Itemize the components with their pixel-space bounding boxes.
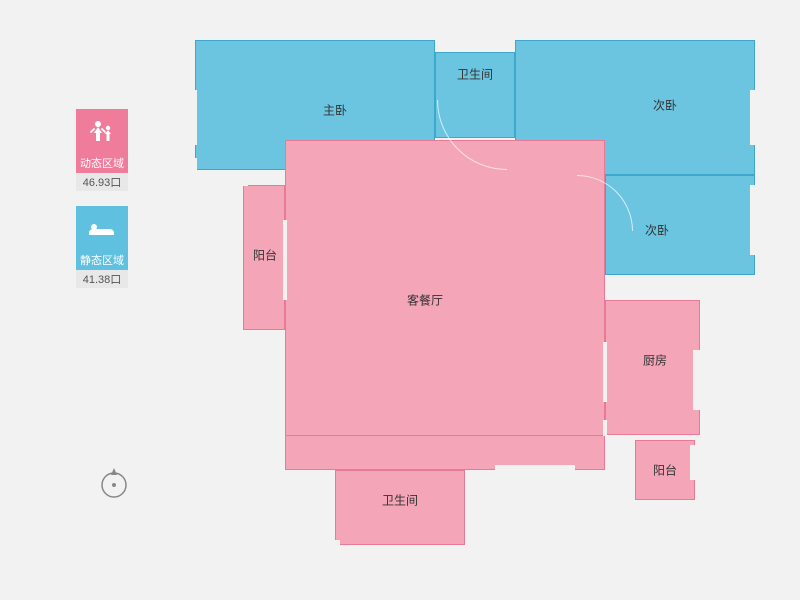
legend-static-title: 静态区域 bbox=[76, 250, 128, 270]
wall-gap-2 bbox=[240, 174, 248, 186]
sleep-icon bbox=[76, 206, 128, 250]
wall-gap-0 bbox=[185, 90, 197, 145]
floor-plan: 主卧次卧卫生间次卧客餐厅阳台厨房卫生间阳台 bbox=[185, 40, 755, 570]
legend-dynamic-title: 动态区域 bbox=[76, 153, 128, 173]
room-living-dining bbox=[285, 140, 605, 460]
compass-icon bbox=[96, 465, 132, 501]
room-label-bedroom-2-upper: 次卧 bbox=[653, 97, 677, 114]
wall-gap-9 bbox=[495, 465, 575, 475]
wall-gap-5 bbox=[693, 350, 703, 410]
wall-gap-4 bbox=[750, 185, 760, 255]
room-label-master-bedroom: 主卧 bbox=[323, 102, 347, 119]
wall-gap-1 bbox=[185, 158, 197, 188]
room-label-bathroom-upper: 卫生间 bbox=[457, 66, 493, 83]
room-label-bedroom-2-right: 次卧 bbox=[645, 222, 669, 239]
wall-gap-8 bbox=[470, 540, 488, 550]
wall-gap-7 bbox=[315, 540, 340, 550]
legend-dynamic: 动态区域 46.93口 bbox=[76, 109, 128, 191]
legend-dynamic-value: 46.93口 bbox=[76, 173, 128, 191]
room-label-balcony-left: 阳台 bbox=[253, 247, 277, 264]
people-icon bbox=[76, 109, 128, 153]
wall-gap-6 bbox=[690, 445, 700, 480]
room-label-living-dining: 客餐厅 bbox=[407, 292, 443, 309]
legend-static: 静态区域 41.38口 bbox=[76, 206, 128, 288]
legend-static-value: 41.38口 bbox=[76, 270, 128, 288]
room-label-balcony-right: 阳台 bbox=[653, 462, 677, 479]
wall-gap-3 bbox=[750, 90, 760, 145]
wall-gap-10 bbox=[603, 342, 607, 402]
room-label-bathroom-lower: 卫生间 bbox=[382, 492, 418, 509]
room-label-kitchen: 厨房 bbox=[643, 352, 667, 369]
wall-gap-11 bbox=[603, 420, 607, 436]
wall-gap-12 bbox=[283, 220, 287, 300]
